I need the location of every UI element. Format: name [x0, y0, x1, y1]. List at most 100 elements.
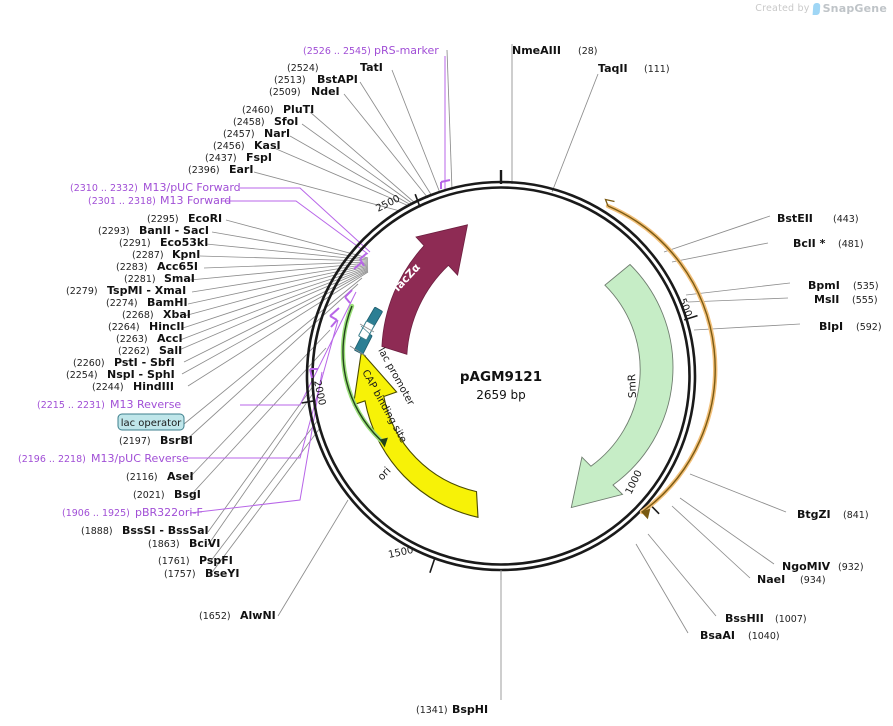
label-name-TspMI-XmaI[interactable]: TspMI - XmaI: [107, 284, 186, 297]
label-name-BssHII[interactable]: BssHII: [725, 612, 764, 625]
label-name-M13-pUC-Forward[interactable]: M13/pUC Forward: [143, 181, 241, 194]
label-pos: (1652): [199, 611, 231, 622]
label-name-BsrBI[interactable]: BsrBI: [160, 434, 193, 447]
label-name-Acc65I[interactable]: Acc65I: [157, 260, 198, 273]
label-pos: (1757): [164, 569, 196, 580]
label-name-pBR322ori-F[interactable]: pBR322ori-F: [135, 506, 203, 519]
label-pos: (2116): [126, 472, 158, 483]
label-pos: (2509): [269, 87, 301, 98]
label-pos: (1007): [775, 614, 807, 625]
label-pos: (2197): [119, 436, 151, 447]
label-name-BtgZI[interactable]: BtgZI: [797, 508, 831, 521]
label-name-BamHI[interactable]: BamHI: [147, 296, 188, 309]
label-pos: (2021): [133, 490, 165, 501]
label-name-SmaI[interactable]: SmaI: [164, 272, 195, 285]
label-name-BanII-SacI[interactable]: BanII - SacI: [139, 224, 209, 237]
label-name-BpmI[interactable]: BpmI: [808, 279, 840, 292]
label-pos: (841): [843, 510, 869, 521]
label-name-Eco53kI[interactable]: Eco53kI: [160, 236, 208, 249]
ruler-label-2000: 2000: [311, 379, 327, 406]
label-name-BclI[interactable]: BclI *: [793, 237, 826, 250]
feature-SmR: [570, 263, 674, 509]
label-name-PluTI[interactable]: PluTI: [283, 103, 314, 116]
label-pos: (555): [852, 295, 878, 306]
label-pos: (2254): [66, 370, 98, 381]
label-name-M13-pUC-Reverse[interactable]: M13/pUC Reverse: [91, 452, 189, 465]
label-name-NdeI[interactable]: NdeI: [311, 85, 340, 98]
label-name-PstI-SbfI[interactable]: PstI - SbfI: [114, 356, 175, 369]
label-pos: (2460): [242, 105, 274, 116]
thin-arc-orange: [604, 198, 718, 520]
label-pos: (2293): [98, 226, 130, 237]
label-name-FspI[interactable]: FspI: [246, 151, 272, 164]
label-name-NaeI[interactable]: NaeI: [757, 573, 785, 586]
label-pos: (2268): [122, 310, 154, 321]
label-name-TatI[interactable]: TatI: [360, 61, 383, 74]
label-name-HincII[interactable]: HincII: [149, 320, 185, 333]
label-pos: (932): [838, 562, 864, 573]
page-title: pAGM9121: [460, 369, 542, 385]
label-pos: (2458): [233, 117, 265, 128]
label-name-NgoMIV[interactable]: NgoMIV: [782, 560, 831, 573]
label-name-MslI[interactable]: MslI: [814, 293, 839, 306]
lac-operator-badge-label: lac operator: [121, 418, 182, 429]
label-name-AlwNI[interactable]: AlwNI: [240, 609, 276, 622]
label-pos: (481): [838, 239, 864, 250]
label-name-SfoI[interactable]: SfoI: [274, 115, 298, 128]
label-name-BsgI[interactable]: BsgI: [174, 488, 201, 501]
label-name-BspHI[interactable]: BspHI: [452, 703, 488, 716]
label-name-BseYI[interactable]: BseYI: [205, 567, 239, 580]
label-name-BstAPI[interactable]: BstAPI: [317, 73, 358, 86]
feature-lacZalpha: [381, 224, 469, 355]
lac-operator-badge[interactable]: lac operator: [117, 413, 185, 431]
label-pos: (934): [800, 575, 826, 586]
label-name-HindIII[interactable]: HindIII: [133, 380, 174, 393]
label-pos: (1863): [148, 539, 180, 550]
thin-arc-green: [340, 303, 388, 448]
label-name-NarI[interactable]: NarI: [264, 127, 290, 140]
label-name-M13-Reverse[interactable]: M13 Reverse: [110, 398, 181, 411]
leader-lines-right: [511, 44, 801, 634]
label-name-KpnI[interactable]: KpnI: [172, 248, 200, 261]
label-pos: (2295): [147, 214, 179, 225]
feature-ori: [352, 350, 479, 518]
label-name-NmeAIII[interactable]: NmeAIII: [512, 44, 561, 57]
label-name-XbaI[interactable]: XbaI: [163, 308, 191, 321]
label-name-pRS-marker[interactable]: pRS-marker: [374, 44, 439, 57]
label-column-left: (2526 .. 2545) pRS-marker (2524) TatI (2…: [18, 44, 439, 622]
label-pos: (111): [644, 64, 670, 75]
label-name-PspFI[interactable]: PspFI: [199, 554, 233, 567]
label-name-KasI[interactable]: KasI: [254, 139, 281, 152]
label-name-BsaAI[interactable]: BsaAI: [700, 629, 735, 642]
label-pos: (2301 .. 2318): [88, 196, 156, 207]
label-pos: (2526 .. 2545): [303, 46, 371, 57]
label-pos: (2196 .. 2218): [18, 454, 86, 465]
label-pos: (535): [853, 281, 879, 292]
label-name-SalI[interactable]: SalI: [159, 344, 182, 357]
label-name-BstEII[interactable]: BstEII: [777, 212, 813, 225]
label-name-EcoRI[interactable]: EcoRI: [188, 212, 222, 225]
label-name-EarI[interactable]: EarI: [229, 163, 253, 176]
label-name-BlpI[interactable]: BlpI: [819, 320, 843, 333]
label-pos: (2524): [287, 63, 319, 74]
label-pos: (2274): [106, 298, 138, 309]
label-pos: (2396): [188, 165, 220, 176]
label-pos: (2283): [116, 262, 148, 273]
watermark-created-by: Created by: [755, 3, 810, 14]
label-name-AseI[interactable]: AseI: [167, 470, 194, 483]
label-name-M13-Forward[interactable]: M13 Forward: [160, 194, 231, 207]
ruler-label-1500: 1500: [387, 545, 414, 561]
primer-marks: [309, 179, 451, 379]
label-name-BssSI-BssSaI[interactable]: BssSI - BssSaI: [122, 524, 209, 537]
label-pos: (28): [578, 46, 598, 57]
label-group-bottom: (1341) BspHI: [416, 703, 488, 716]
label-name-TaqII[interactable]: TaqII: [598, 62, 628, 75]
label-name-BciVI[interactable]: BciVI: [189, 537, 220, 550]
label-pos: (1906 .. 1925): [62, 508, 130, 519]
label-name-NspI-SphI[interactable]: NspI - SphI: [107, 368, 175, 381]
label-pos: (2244): [92, 382, 124, 393]
label-pos: (2287): [132, 250, 164, 261]
label-name-AccI[interactable]: AccI: [157, 332, 183, 345]
label-pos: (2291): [119, 238, 151, 249]
